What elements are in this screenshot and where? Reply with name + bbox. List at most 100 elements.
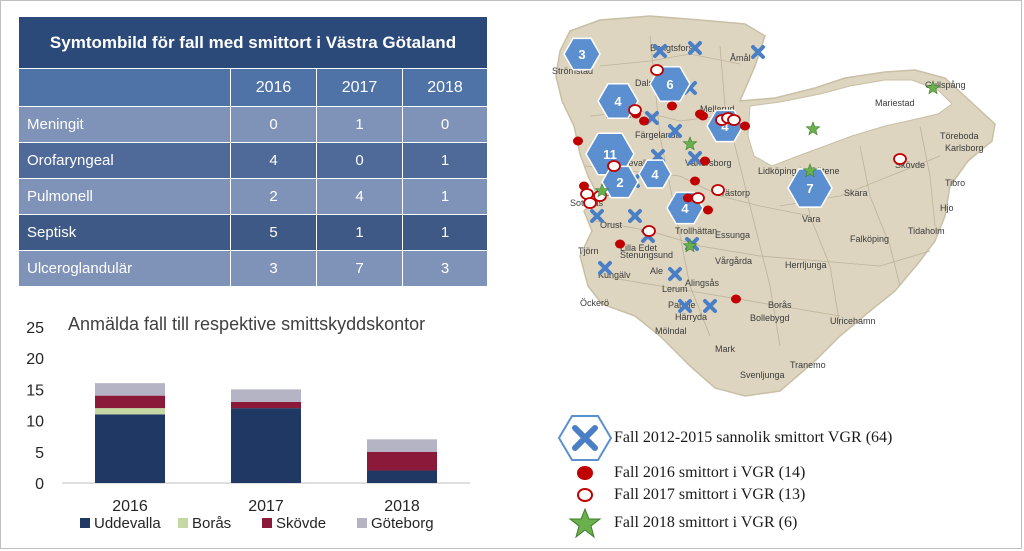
place-name: Karlsborg	[945, 143, 984, 153]
y-tick-label: 20	[26, 351, 44, 368]
hexagon-label: 3	[578, 47, 585, 62]
cell-value: 5	[230, 214, 317, 251]
dot-marker	[731, 294, 741, 304]
bar-segment	[367, 439, 437, 452]
place-name: Alingsås	[685, 278, 720, 288]
star-marker	[925, 80, 941, 95]
red-dot-icon	[556, 464, 614, 482]
place-name: Tjörn	[578, 246, 599, 256]
place-name: Lidköping	[758, 166, 797, 176]
legend-item: Göteborg	[357, 515, 434, 532]
place-name: Uddevalla	[612, 158, 652, 168]
cell-value: 7	[316, 250, 403, 287]
cross-marker	[668, 267, 682, 281]
table-row: Meningit 0 1 0	[18, 106, 488, 143]
legend-swatch	[178, 518, 188, 528]
chart-title: Anmälda fall till respektive smittskydds…	[68, 314, 425, 334]
ring-marker	[893, 153, 907, 165]
cross-marker	[651, 149, 665, 163]
hexagon-label: 2	[616, 175, 623, 190]
table-row: Septisk 5 1 1	[18, 214, 488, 251]
bar-segment	[231, 401, 301, 409]
chart-legend: Uddevalla Borås Skövde Göteborg	[80, 515, 434, 532]
cell-value: 1	[402, 178, 488, 215]
place-name: Mellerud	[700, 104, 735, 114]
star-marker	[682, 238, 698, 253]
table-header-year: 2016	[230, 68, 317, 107]
map-legend: Fall 2012-2015 sannolik smittort VGR (64…	[556, 410, 1016, 540]
row-label: Septisk	[18, 214, 231, 251]
bar-segment	[95, 408, 165, 415]
table-header-row: 2016 2017 2018	[18, 68, 488, 107]
place-name: Bengtsfors	[650, 43, 694, 53]
cell-value: 1	[402, 142, 488, 179]
star-marker	[682, 136, 698, 151]
ring-marker	[650, 64, 664, 76]
place-name: Mölndal	[655, 326, 687, 336]
place-name: Lilla Edet	[620, 243, 658, 253]
map-legend-item: Fall 2016 smittort i VGR (14)	[556, 464, 805, 482]
map-land	[555, 15, 996, 397]
hexagon-label: 4	[681, 201, 689, 216]
row-label: Meningit	[18, 106, 231, 143]
dot-marker	[703, 205, 713, 215]
cell-value: 3	[402, 250, 488, 287]
x-tick-label: 2016	[112, 498, 148, 515]
legend-swatch	[80, 518, 90, 528]
red-ring-icon	[556, 486, 614, 504]
place-name: Essunga	[715, 230, 750, 240]
hexagon-marker: 2	[601, 165, 639, 199]
table-row: Orofaryngeal 4 0 1	[18, 142, 488, 179]
cross-marker	[628, 209, 642, 223]
place-name: Svenljunga	[740, 370, 785, 380]
hexagon-marker: 6	[649, 65, 691, 103]
cell-value: 3	[230, 250, 317, 287]
y-tick-label: 5	[35, 445, 44, 462]
legend-label: Göteborg	[371, 515, 434, 532]
bar-segment	[95, 395, 165, 409]
dot-marker	[639, 116, 649, 126]
row-label: Pulmonell	[18, 178, 231, 215]
place-name: Bollebygd	[750, 313, 790, 323]
map-legend-item: Fall 2018 smittort i VGR (6)	[556, 508, 797, 538]
x-tick-label: 2018	[384, 498, 420, 515]
cell-value: 0	[316, 142, 403, 179]
y-tick-label: 15	[26, 382, 44, 399]
place-name: Götene	[810, 166, 840, 176]
place-name: Gullspång	[925, 80, 966, 90]
cell-value: 0	[230, 106, 317, 143]
cell-value: 1	[316, 214, 403, 251]
dot-marker	[690, 176, 700, 186]
place-name: Hjo	[940, 203, 954, 213]
hexagon-label: 4	[614, 94, 622, 109]
place-name: Lerum	[662, 284, 688, 294]
place-name: Strömstad	[552, 66, 593, 76]
map-legend-label: Fall 2017 smittort i VGR (13)	[614, 486, 806, 503]
ring-marker	[727, 114, 741, 126]
hexagon-label: 6	[666, 77, 673, 92]
row-label: Ulceroglandulär	[18, 250, 231, 287]
place-name: Falköping	[850, 234, 889, 244]
row-label: Orofaryngeal	[18, 142, 231, 179]
cross-marker	[688, 41, 702, 55]
legend-label: Skövde	[276, 515, 326, 532]
table-title: Symtombild för fall med smittort i Västr…	[18, 16, 488, 69]
star-marker	[594, 183, 610, 198]
place-name: Herrljunga	[785, 260, 827, 270]
hexagon-marker: 11	[585, 132, 635, 176]
hexagon-marker: 3	[563, 37, 601, 71]
hexagon-label: 11	[603, 147, 617, 162]
place-name: Stenungsund	[620, 250, 673, 260]
legend-item: Uddevalla	[80, 515, 161, 532]
dot-marker	[615, 239, 625, 249]
legend-label: Borås	[192, 515, 231, 532]
cross-marker	[590, 209, 604, 223]
region-map: StrömstadBengtsforsÅmålDals-EdTanumMelle…	[552, 15, 996, 397]
x-axis: 2016 2017 2018	[112, 498, 420, 515]
map-legend-label: Fall 2012-2015 sannolik smittort VGR (64…	[614, 429, 893, 446]
stacked-bar-chart: Anmälda fall till respektive smittskydds…	[26, 314, 470, 532]
y-tick-label: 25	[26, 320, 44, 337]
hexagon-cross-icon	[556, 414, 614, 462]
star-marker	[802, 163, 818, 178]
place-name: Tranemo	[790, 360, 826, 370]
